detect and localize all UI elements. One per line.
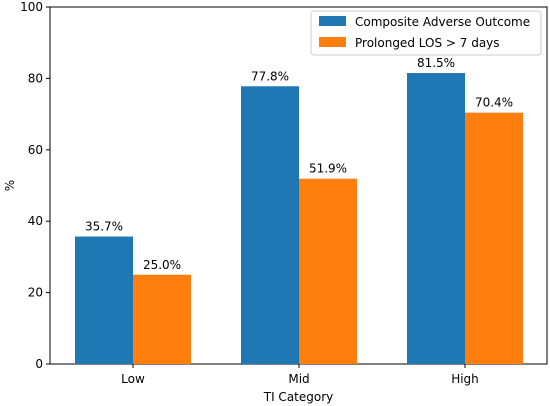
y-tick-label: 80 [28, 71, 43, 85]
x-tick-label: Mid [288, 372, 309, 386]
bars [75, 73, 523, 365]
legend-box [310, 10, 542, 56]
bar-value-label: 77.8% [251, 69, 289, 83]
bar [241, 86, 299, 364]
bar [133, 274, 191, 364]
y-tick-label: 60 [28, 143, 43, 157]
y-axis-label: % [3, 180, 17, 191]
legend-label-prolonged-los: Prolonged LOS > 7 days [355, 36, 500, 50]
y-tick-label: 0 [35, 357, 43, 371]
legend-swatch-composite [319, 16, 346, 26]
bar-value-label: 70.4% [475, 96, 513, 110]
x-tick-label: Low [121, 372, 145, 386]
bar-value-label: 81.5% [417, 56, 455, 70]
legend: Composite Adverse Outcome Prolonged LOS … [310, 10, 542, 56]
bar [299, 178, 357, 364]
x-tick-label: High [451, 372, 479, 386]
bar-value-label: 25.0% [143, 258, 181, 272]
x-axis: Low Mid High [121, 364, 479, 386]
y-tick-label: 40 [28, 214, 43, 228]
bar-value-label: 35.7% [85, 220, 123, 234]
y-tick-label: 20 [28, 286, 43, 300]
y-tick-label: 100 [20, 0, 43, 14]
bar [75, 236, 133, 364]
y-axis: 0 20 40 60 80 100 [20, 0, 50, 371]
data-labels: 35.7% 25.0% 77.8% 51.9% 81.5% 70.4% [85, 56, 513, 272]
bar [465, 112, 523, 364]
x-axis-label: TI Category [263, 390, 334, 404]
bar-value-label: 51.9% [309, 162, 347, 176]
legend-label-composite: Composite Adverse Outcome [355, 15, 530, 29]
legend-swatch-prolonged-los [319, 37, 346, 47]
bar [407, 73, 465, 365]
